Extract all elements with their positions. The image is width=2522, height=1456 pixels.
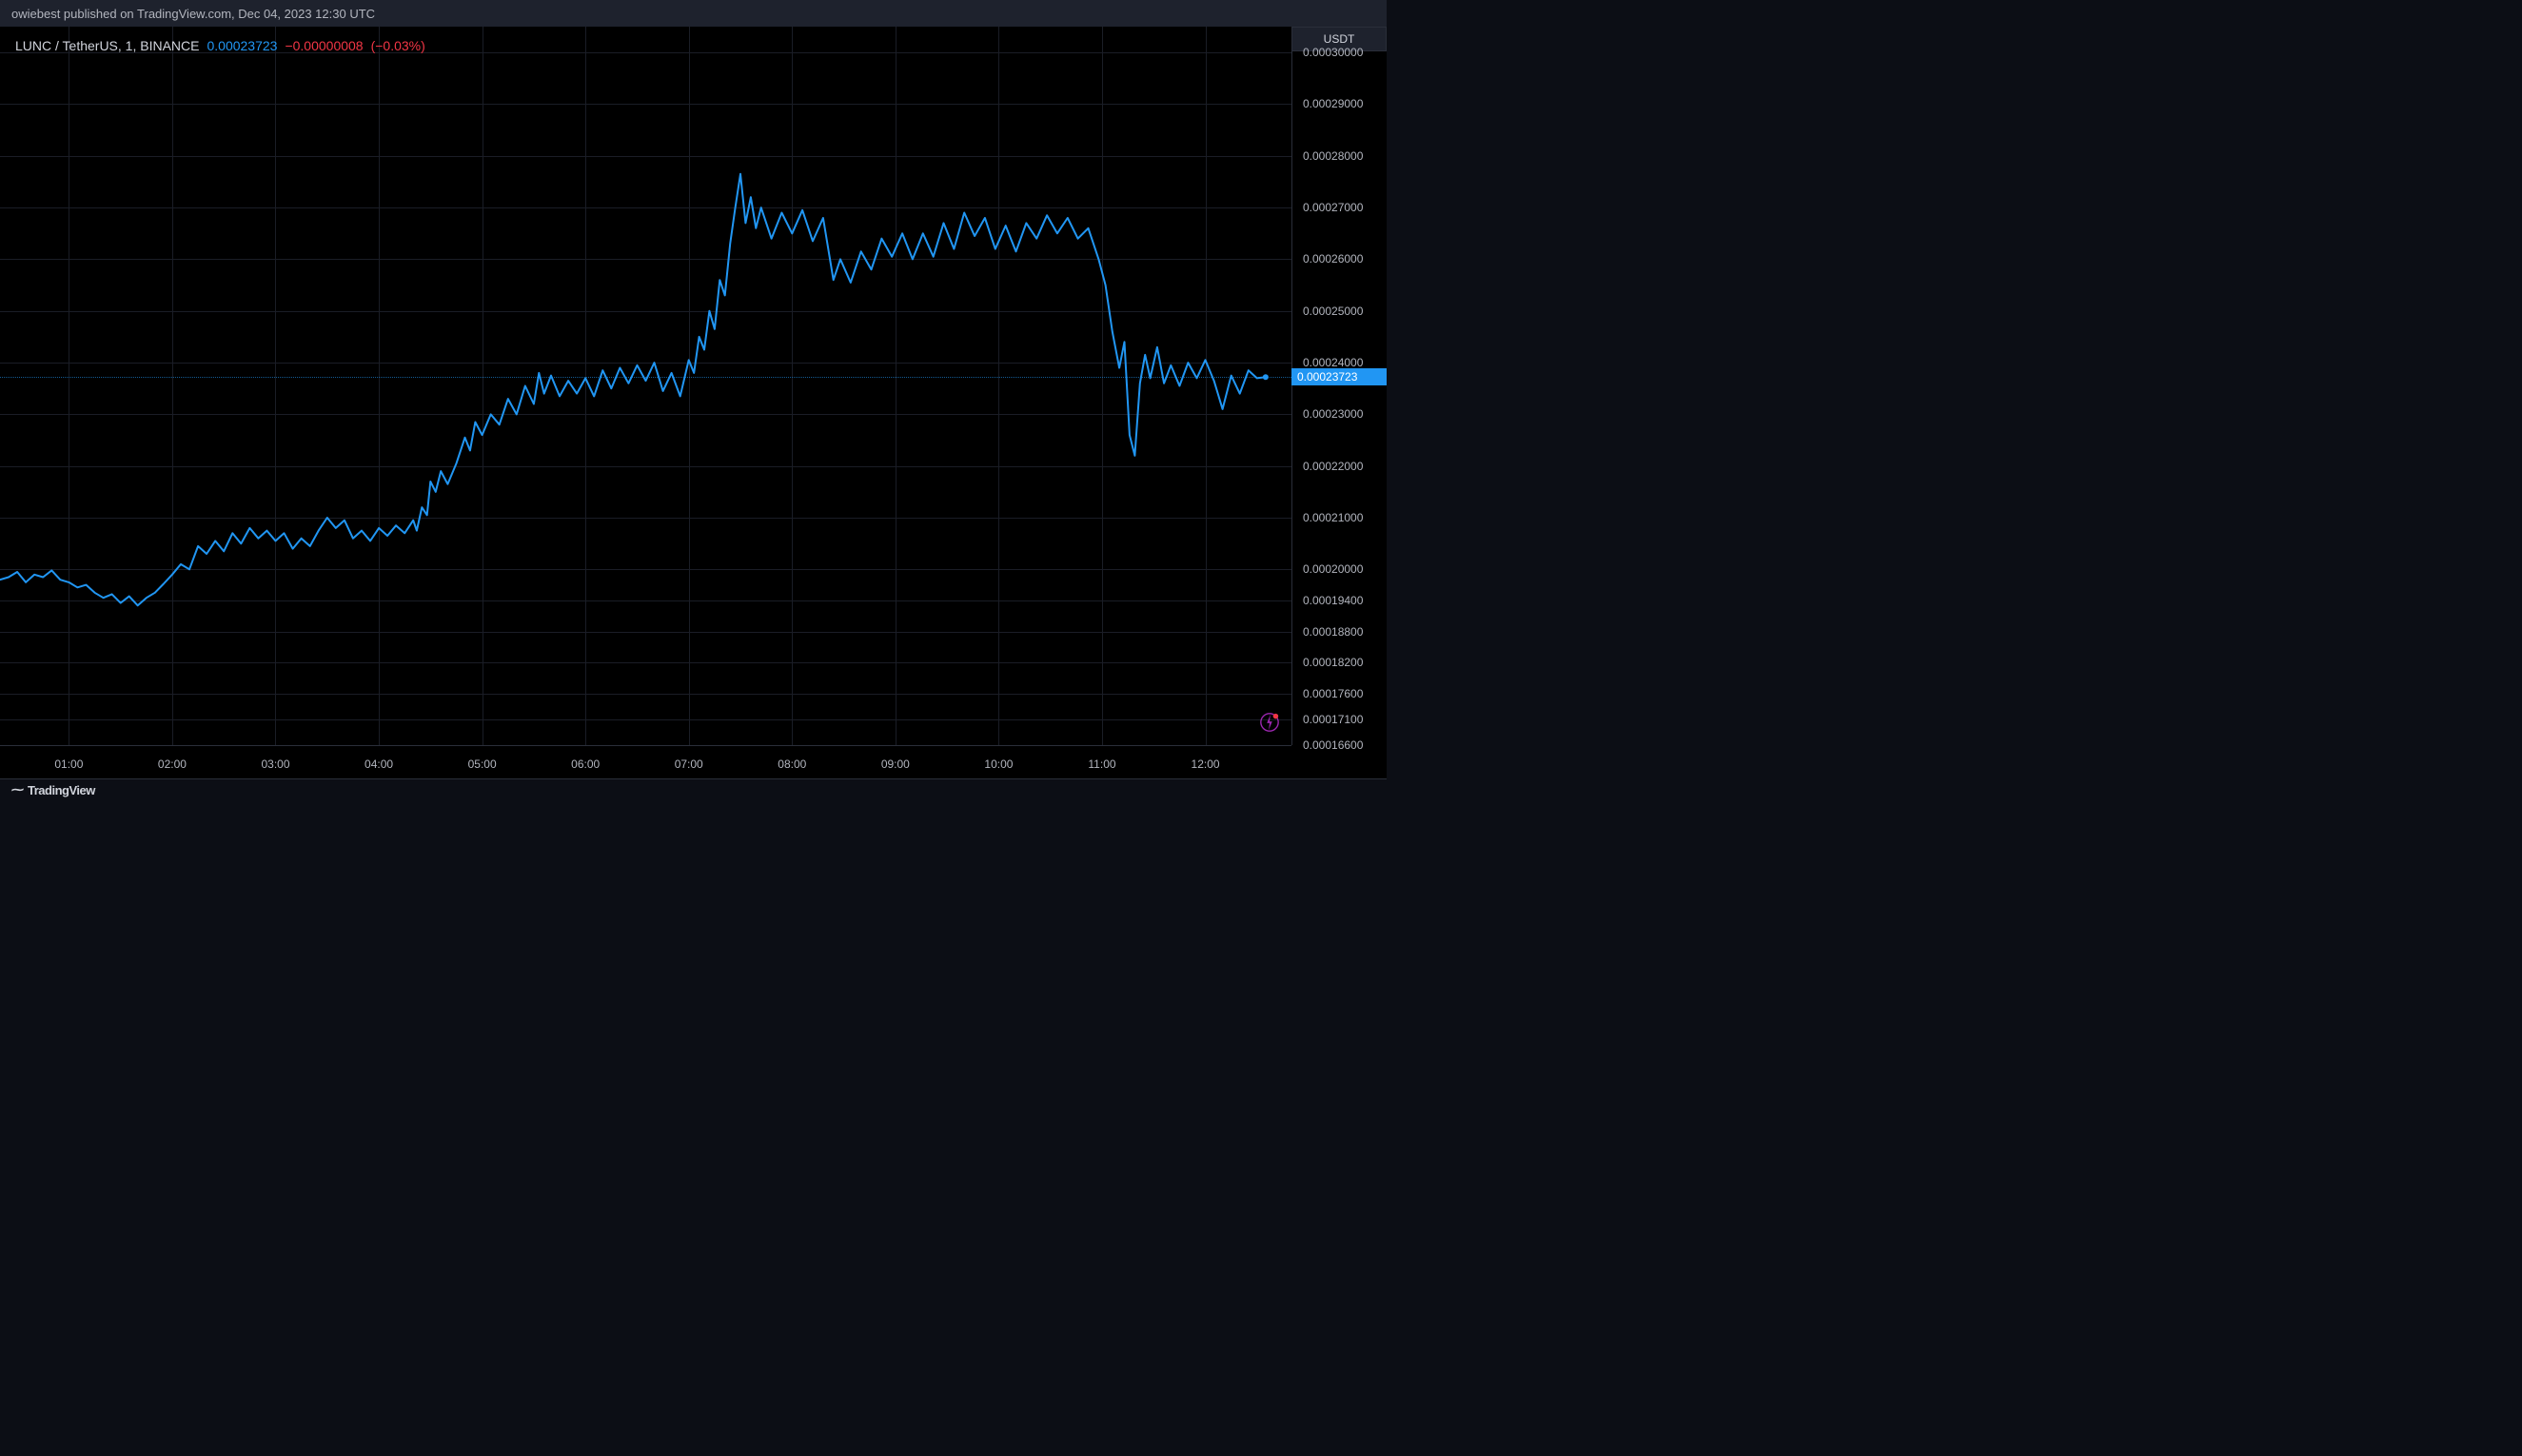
x-tick-label: 05:00 — [468, 758, 497, 771]
publish-header: owiebest published on TradingView.com, D… — [0, 0, 1387, 27]
y-tick-label: 0.00025000 — [1295, 305, 1387, 318]
y-tick-label: 0.00016600 — [1295, 738, 1387, 752]
symbol-change-abs: −0.00000008 — [285, 38, 363, 53]
y-tick-label: 0.00028000 — [1295, 149, 1387, 163]
chart-container: LUNC / TetherUS, 1, BINANCE 0.00023723 −… — [0, 27, 1387, 778]
y-tick-label: 0.00023000 — [1295, 407, 1387, 421]
y-axis: USDT 0.000166000.000171000.000176000.000… — [1291, 27, 1387, 745]
y-tick-label: 0.00021000 — [1295, 511, 1387, 524]
x-tick-label: 07:00 — [675, 758, 703, 771]
y-tick-label: 0.00018200 — [1295, 656, 1387, 669]
footer-bar: ⁓ TradingView — [0, 778, 1387, 800]
x-tick-label: 03:00 — [261, 758, 289, 771]
plot-area[interactable] — [0, 27, 1291, 745]
y-tick-label: 0.00024000 — [1295, 356, 1387, 369]
x-tick-label: 09:00 — [881, 758, 910, 771]
y-tick-label: 0.00018800 — [1295, 625, 1387, 639]
y-tick-label: 0.00019400 — [1295, 594, 1387, 607]
x-tick-label: 04:00 — [365, 758, 393, 771]
y-tick-label: 0.00022000 — [1295, 460, 1387, 473]
y-tick-label: 0.00027000 — [1295, 201, 1387, 214]
current-price-label: 0.00023723 — [1291, 368, 1387, 385]
snapshot-icon[interactable] — [1259, 712, 1280, 733]
x-tick-label: 12:00 — [1192, 758, 1220, 771]
y-tick-label: 0.00029000 — [1295, 97, 1387, 110]
tradingview-logo-icon: ⁓ — [11, 782, 24, 797]
x-tick-label: 11:00 — [1088, 758, 1115, 771]
price-line-chart — [0, 27, 1291, 745]
brand-label: TradingView — [28, 783, 95, 797]
symbol-price: 0.00023723 — [207, 38, 277, 53]
y-tick-label: 0.00017600 — [1295, 687, 1387, 700]
x-tick-label: 02:00 — [158, 758, 187, 771]
y-tick-label: 0.00020000 — [1295, 562, 1387, 576]
symbol-change-pct: (−0.03%) — [371, 38, 425, 53]
y-tick-label: 0.00026000 — [1295, 252, 1387, 266]
x-tick-label: 08:00 — [778, 758, 806, 771]
symbol-pair: LUNC / TetherUS, 1, BINANCE — [15, 38, 199, 53]
publish-text: owiebest published on TradingView.com, D… — [11, 7, 375, 21]
x-tick-label: 01:00 — [54, 758, 83, 771]
y-tick-label: 0.00017100 — [1295, 713, 1387, 726]
symbol-info: LUNC / TetherUS, 1, BINANCE 0.00023723 −… — [15, 38, 425, 53]
y-tick-label: 0.00030000 — [1295, 46, 1387, 59]
x-axis: 01:00 02:00 03:00 04:00 05:00 06:00 07:00 08:00… — [0, 745, 1291, 778]
x-tick-label: 06:00 — [571, 758, 600, 771]
x-tick-label: 10:00 — [984, 758, 1013, 771]
